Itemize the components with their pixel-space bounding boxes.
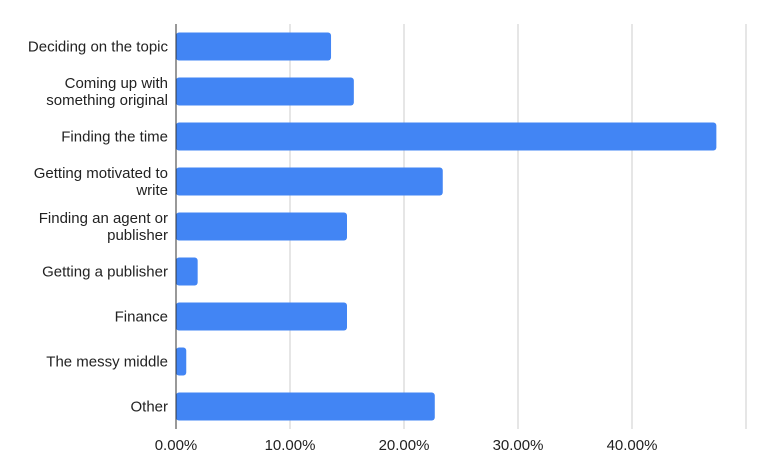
category-label: Finance [115,309,168,326]
bar [176,77,354,106]
category-label: Deciding on the topic [28,39,169,56]
bar [176,392,435,421]
x-tick-label: 40.00% [607,437,658,454]
bar [176,347,187,376]
category-label: Coming up with something original [46,75,168,109]
category-label: Finding an agent or publisher [39,210,168,244]
category-label: Getting motivated to write [34,165,168,199]
bar [176,32,332,61]
category-label: The messy middle [46,354,168,371]
category-labels: Deciding on the topic Coming up with somet… [28,39,169,416]
bar [176,302,347,331]
gridlines [289,24,747,429]
x-tick-label: 0.00% [155,437,198,454]
x-tick-label: 20.00% [379,437,430,454]
category-label: Other [130,399,168,416]
bar [176,167,443,196]
bars [176,32,717,421]
category-label: Finding the time [61,129,168,146]
bar [176,257,198,286]
category-label: Getting a publisher [42,264,168,281]
x-tick-label: 10.00% [265,437,316,454]
x-tick-labels: 0.00% 10.00% 20.00% 30.00% 40.00% [155,437,658,454]
bar [176,122,717,151]
x-tick-label: 30.00% [493,437,544,454]
bar [176,212,347,241]
